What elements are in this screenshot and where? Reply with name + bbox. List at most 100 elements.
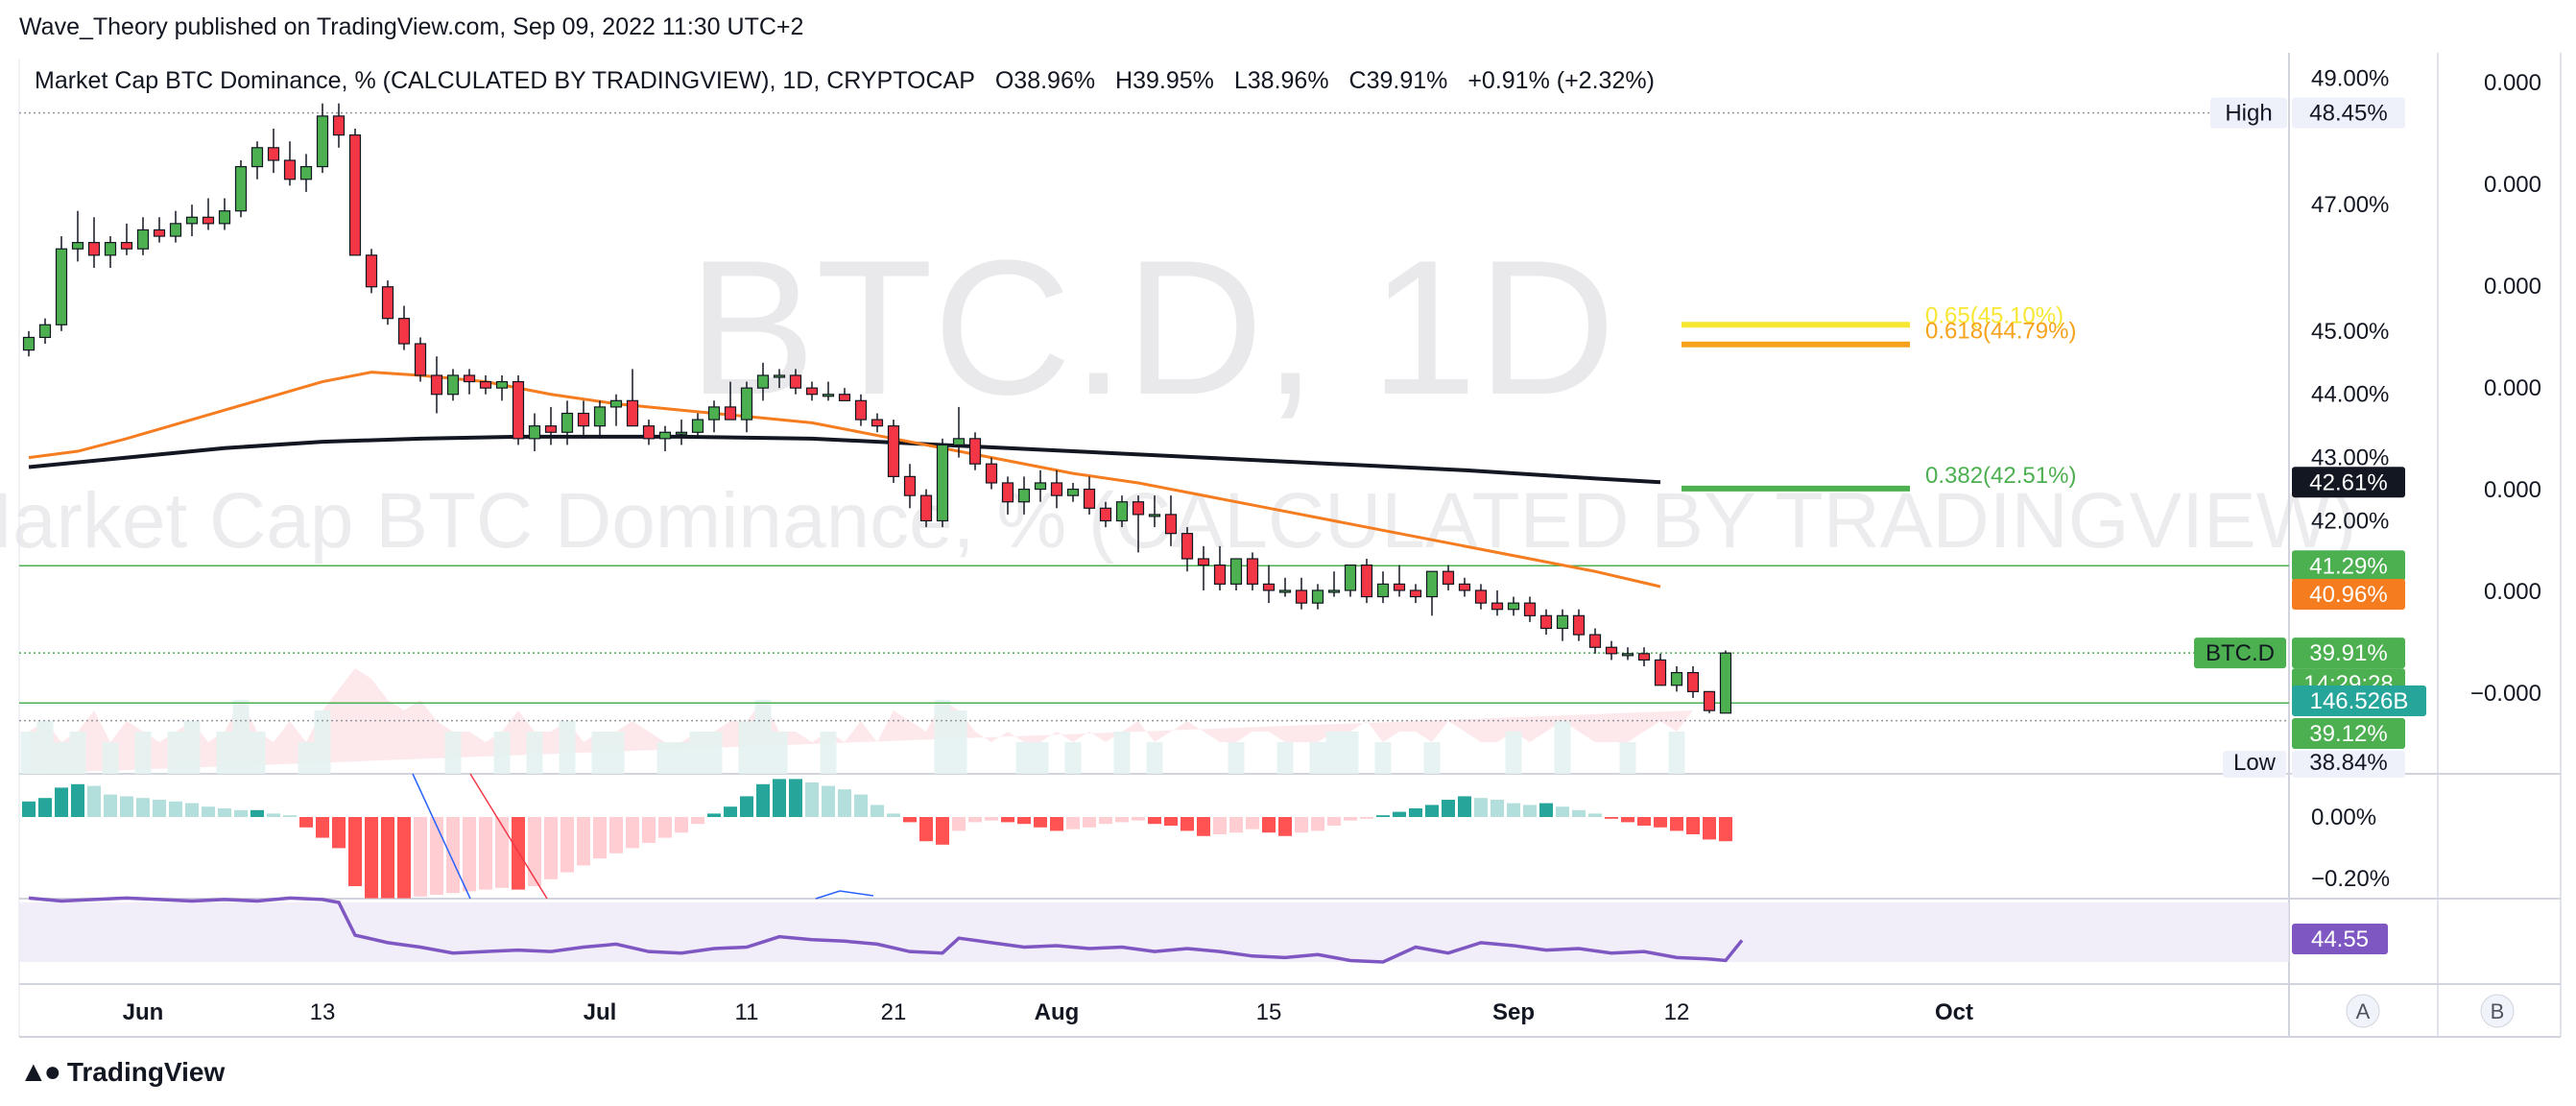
candle[interactable] <box>1344 565 1357 597</box>
candle[interactable] <box>1491 589 1504 616</box>
candle[interactable] <box>1393 565 1406 597</box>
candle[interactable] <box>1132 495 1145 553</box>
candle[interactable] <box>1523 596 1537 622</box>
candle[interactable] <box>1229 558 1243 590</box>
candle[interactable] <box>430 356 443 414</box>
candle[interactable] <box>1442 565 1455 590</box>
candle[interactable] <box>675 420 688 445</box>
candle[interactable] <box>446 369 460 401</box>
candle[interactable] <box>1099 501 1112 528</box>
candle[interactable] <box>1621 647 1634 661</box>
candle[interactable] <box>1148 495 1161 528</box>
candle[interactable] <box>724 381 737 421</box>
candle[interactable] <box>838 388 851 401</box>
candles[interactable] <box>22 103 1732 714</box>
candle[interactable] <box>528 413 541 452</box>
candle[interactable] <box>365 249 378 294</box>
candle[interactable] <box>789 369 802 395</box>
candle[interactable] <box>1654 653 1667 686</box>
candle[interactable] <box>71 210 84 262</box>
candle[interactable] <box>1686 666 1700 698</box>
candle[interactable] <box>1181 527 1194 572</box>
candle[interactable] <box>512 374 525 445</box>
candle[interactable] <box>1507 596 1520 616</box>
candle[interactable] <box>1327 571 1341 597</box>
candle[interactable] <box>218 198 231 230</box>
candle[interactable] <box>202 198 215 230</box>
candle[interactable] <box>332 103 346 148</box>
candle[interactable] <box>185 204 199 237</box>
candle[interactable] <box>707 400 721 433</box>
candle[interactable] <box>104 236 117 268</box>
candle[interactable] <box>120 223 133 255</box>
candle[interactable] <box>887 420 900 483</box>
candle[interactable] <box>1034 469 1047 502</box>
scale-button-bg[interactable] <box>2346 994 2380 1028</box>
candle[interactable] <box>22 330 36 357</box>
candle[interactable] <box>1474 584 1488 610</box>
candle[interactable] <box>544 406 558 445</box>
candle[interactable] <box>985 457 998 490</box>
candle[interactable] <box>1670 666 1683 692</box>
candle[interactable] <box>1572 609 1586 641</box>
candle[interactable] <box>1458 577 1471 597</box>
candle[interactable] <box>1311 584 1324 610</box>
candle[interactable] <box>773 369 786 389</box>
candle[interactable] <box>38 318 52 345</box>
candle[interactable] <box>414 337 427 382</box>
candle[interactable] <box>283 141 297 186</box>
candle[interactable] <box>1360 559 1373 604</box>
candle[interactable] <box>854 394 868 426</box>
candle[interactable] <box>136 217 150 255</box>
scale-button-a[interactable]: A <box>2346 994 2380 1028</box>
candle[interactable] <box>871 413 884 433</box>
candle[interactable] <box>609 394 623 426</box>
candle[interactable] <box>1703 690 1716 713</box>
candle[interactable] <box>299 154 313 192</box>
candle[interactable] <box>1376 571 1390 604</box>
candle[interactable] <box>1197 545 1210 590</box>
candle[interactable] <box>691 413 704 439</box>
scale-button-b[interactable]: B <box>2480 994 2515 1028</box>
candle[interactable] <box>919 489 933 528</box>
candle[interactable] <box>658 425 672 452</box>
candle[interactable] <box>822 381 835 401</box>
candle[interactable] <box>1050 469 1063 509</box>
candle[interactable] <box>479 374 492 395</box>
candle[interactable] <box>55 236 68 331</box>
candle[interactable] <box>1588 628 1602 654</box>
fib-levels[interactable]: 0.65(45.10%)0.618(44.79%) 0.382(42.51%) <box>1682 302 2076 492</box>
candle[interactable] <box>87 217 101 268</box>
candle[interactable] <box>495 374 509 401</box>
candle[interactable] <box>1539 609 1553 636</box>
candle[interactable] <box>348 129 362 256</box>
candle[interactable] <box>1164 495 1178 546</box>
candle[interactable] <box>593 400 607 439</box>
candle[interactable] <box>577 400 590 439</box>
candle[interactable] <box>1213 545 1227 590</box>
candle[interactable] <box>1556 609 1569 641</box>
candle[interactable] <box>936 438 949 528</box>
candle[interactable] <box>316 103 329 174</box>
candle[interactable] <box>561 400 574 445</box>
scale-button-bg[interactable] <box>2480 994 2515 1028</box>
candle[interactable] <box>1278 577 1292 597</box>
candle[interactable] <box>756 362 770 401</box>
candle[interactable] <box>1001 476 1014 515</box>
candle[interactable] <box>1295 577 1308 610</box>
candle[interactable] <box>1719 650 1732 714</box>
candle[interactable] <box>1262 565 1276 604</box>
candle[interactable] <box>740 381 753 433</box>
candle[interactable] <box>267 129 280 174</box>
candle[interactable] <box>805 381 819 401</box>
candle[interactable] <box>153 217 166 243</box>
candle[interactable] <box>381 280 394 325</box>
candle[interactable] <box>234 159 248 218</box>
candle[interactable] <box>1409 584 1422 604</box>
candle[interactable] <box>1083 476 1096 515</box>
candle[interactable] <box>1637 647 1651 667</box>
candle[interactable] <box>626 369 639 427</box>
candle[interactable] <box>1115 495 1129 528</box>
candle[interactable] <box>968 432 982 470</box>
candle[interactable] <box>463 369 476 395</box>
